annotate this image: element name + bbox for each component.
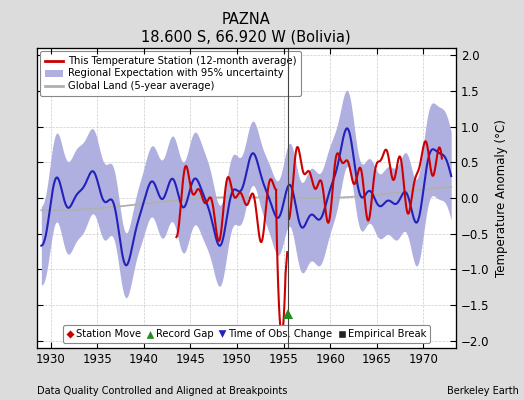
Title: PAZNA
18.600 S, 66.920 W (Bolivia): PAZNA 18.600 S, 66.920 W (Bolivia) bbox=[141, 12, 351, 44]
Legend: Station Move, Record Gap, Time of Obs. Change, Empirical Break: Station Move, Record Gap, Time of Obs. C… bbox=[63, 325, 430, 343]
Y-axis label: Temperature Anomaly (°C): Temperature Anomaly (°C) bbox=[495, 119, 508, 277]
Text: Berkeley Earth: Berkeley Earth bbox=[447, 386, 519, 396]
Text: Data Quality Controlled and Aligned at Breakpoints: Data Quality Controlled and Aligned at B… bbox=[37, 386, 287, 396]
